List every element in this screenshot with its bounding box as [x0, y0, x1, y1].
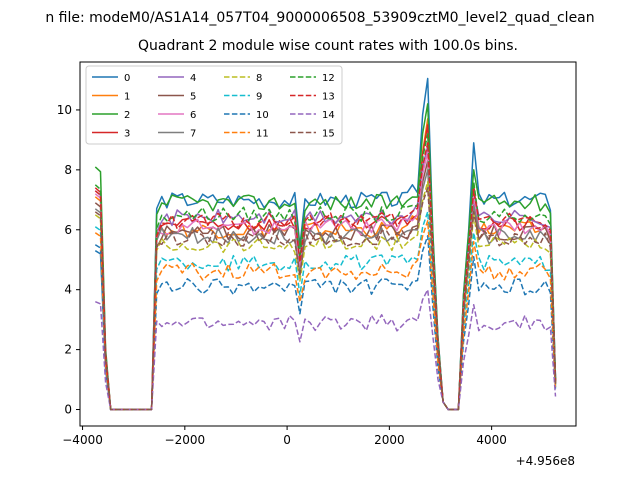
legend-label-9: 9 — [256, 92, 262, 103]
legend-label-15: 15 — [322, 129, 335, 140]
series-line-15 — [94, 187, 557, 411]
legend-label-11: 11 — [256, 129, 269, 140]
legend-box — [85, 65, 343, 145]
legend-label-6: 6 — [190, 110, 196, 121]
series-line-2 — [94, 103, 557, 411]
x-tick-label: −4000 — [62, 433, 103, 447]
y-tick-label: 0 — [64, 403, 72, 417]
x-tick-label: 0 — [283, 433, 291, 447]
y-axis: 0 2 4 6 8 10 — [57, 103, 80, 417]
x-tick-label: 4000 — [476, 433, 507, 447]
series-line-0 — [94, 77, 557, 411]
legend-label-0: 0 — [124, 73, 130, 84]
y-tick-label: 6 — [64, 223, 72, 237]
y-tick-label: 10 — [57, 103, 72, 117]
x-axis: −4000 −2000 0 2000 4000 — [62, 426, 507, 447]
x-tick-label: 2000 — [374, 433, 405, 447]
figure-suptitle: n file: modeM0/AS1A14_057T04_9000006508_… — [45, 10, 594, 26]
legend-label-12: 12 — [322, 73, 335, 84]
y-tick-label: 8 — [64, 163, 72, 177]
x-tick-label: −2000 — [165, 433, 206, 447]
series-line-12 — [94, 133, 557, 411]
legend-label-8: 8 — [256, 73, 262, 84]
series-line-13 — [94, 142, 557, 411]
series-layer — [94, 77, 557, 411]
series-line-11 — [94, 220, 557, 411]
series-line-8 — [94, 181, 557, 411]
legend-label-14: 14 — [322, 110, 335, 121]
legend-label-2: 2 — [124, 110, 130, 121]
x-offset-label: +4.956e8 — [516, 454, 575, 468]
axes-frame — [79, 61, 577, 427]
legend-label-10: 10 — [256, 110, 269, 121]
y-tick-label: 2 — [64, 343, 72, 357]
series-line-10 — [94, 235, 557, 411]
legend-label-13: 13 — [322, 92, 335, 103]
legend-label-4: 4 — [190, 73, 196, 84]
series-line-9 — [94, 211, 557, 411]
legend-label-7: 7 — [190, 129, 196, 140]
legend-label-1: 1 — [124, 92, 130, 103]
legend-label-3: 3 — [124, 129, 130, 140]
legend-label-5: 5 — [190, 92, 196, 103]
chart-title: Quadrant 2 module wise count rates with … — [138, 38, 518, 54]
series-line-14 — [95, 288, 557, 411]
y-tick-label: 4 — [64, 283, 72, 297]
